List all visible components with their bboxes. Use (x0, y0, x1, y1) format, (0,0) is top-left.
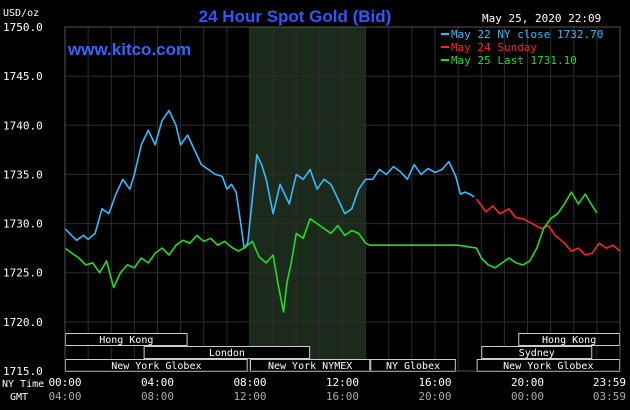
legend-entry-0: May 22 NY close 1732.70 (451, 28, 603, 41)
watermark: www.kitco.com (67, 40, 191, 59)
x-tick-label-ny: 08:00 (233, 376, 266, 389)
timestamp: May 25, 2020 22:09 (482, 12, 601, 25)
series-line-1 (475, 198, 621, 256)
y-tick-label: 1740.0 (3, 119, 43, 132)
y-tick-label: 1730.0 (3, 218, 43, 231)
y-tick-label: 1725.0 (3, 267, 43, 280)
nymex-band-layer (248, 27, 366, 371)
series-line-2 (64, 191, 598, 313)
series-line-0 (64, 109, 475, 249)
x-tick-label-gmt: 08:00 (141, 390, 174, 403)
session-box (143, 346, 311, 359)
chart-title: 24 Hour Spot Gold (Bid) (199, 7, 392, 26)
session-label: Hong Kong (99, 335, 153, 346)
x-tick-label-gmt: 03:59 (593, 390, 626, 403)
y-tick-label: 1715.0 (3, 365, 43, 378)
session-label: Sydney (519, 348, 555, 359)
session-label: London (209, 348, 245, 359)
legend: May 22 NY close 1732.70 May 24 Sunday Ma… (441, 28, 603, 67)
ny-time-axis-label: NY Time (2, 379, 44, 390)
x-tick-label-ny: 23:59 (593, 376, 626, 389)
sessions-layer: Hong Kong Hong Kong London Sydney New York G… (65, 333, 620, 372)
gmt-axis-label: GMT (10, 392, 28, 403)
legend-entry-2: May 25 Last 1731.10 (451, 54, 577, 67)
x-tick-label-gmt: 16:00 (326, 390, 359, 403)
x-tick-label-ny: 12:00 (326, 376, 359, 389)
y-tick-label: 1735.0 (3, 168, 43, 181)
x-tick-label-ny: 04:00 (141, 376, 174, 389)
x-tick-label-ny: 00:00 (48, 376, 81, 389)
series-layer (64, 109, 621, 313)
session-label: New York Globex (111, 361, 201, 372)
x-tick-label-gmt: 12:00 (233, 390, 266, 403)
session-label: NY Globex (386, 361, 440, 372)
y-tick-label: 1750.0 (3, 21, 43, 34)
session-box (481, 346, 593, 359)
x-tick-label-gmt: 20:00 (418, 390, 451, 403)
x-tick-label-ny: 16:00 (418, 376, 451, 389)
y-tick-label: 1745.0 (3, 70, 43, 83)
plot-frame (64, 26, 621, 372)
x-tick-label-gmt: 00:00 (511, 390, 544, 403)
x-tick-label-ny: 20:00 (511, 376, 544, 389)
nymex-band (248, 27, 366, 371)
unit-label: USD/oz (3, 8, 39, 19)
x-tick-label-gmt: 04:00 (48, 390, 81, 403)
axes-layer: 1750.0 1745.0 1740.0 1735.0 1730.0 1725.0 1720… (3, 21, 626, 403)
session-label: Hong Kong (542, 335, 596, 346)
session-label: New York NYMEX (268, 361, 352, 372)
y-tick-label: 1720.0 (3, 316, 43, 329)
legend-entry-1: May 24 Sunday (451, 41, 537, 54)
session-label: New York Globex (503, 361, 593, 372)
